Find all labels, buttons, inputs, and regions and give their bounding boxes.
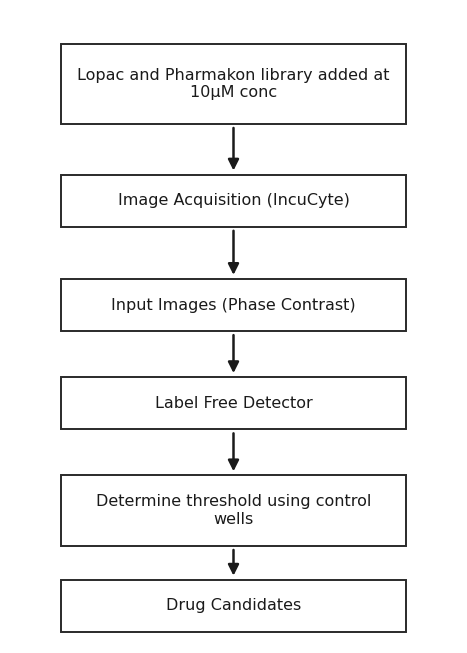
Bar [61, 174, 406, 227]
Text: Lopac and Pharmakon library added at
10μM conc: Lopac and Pharmakon library added at 10μ… [77, 68, 390, 101]
Text: Label Free Detector: Label Free Detector [155, 396, 312, 411]
Text: Drug Candidates: Drug Candidates [166, 598, 301, 613]
Bar [61, 279, 406, 331]
Bar [61, 44, 406, 124]
Text: Input Images (Phase Contrast): Input Images (Phase Contrast) [111, 298, 356, 313]
Text: Determine threshold using control
wells: Determine threshold using control wells [96, 494, 371, 527]
Text: Image Acquisition (IncuCyte): Image Acquisition (IncuCyte) [118, 193, 349, 208]
Bar [61, 377, 406, 429]
Bar [61, 580, 406, 632]
Bar [61, 475, 406, 546]
